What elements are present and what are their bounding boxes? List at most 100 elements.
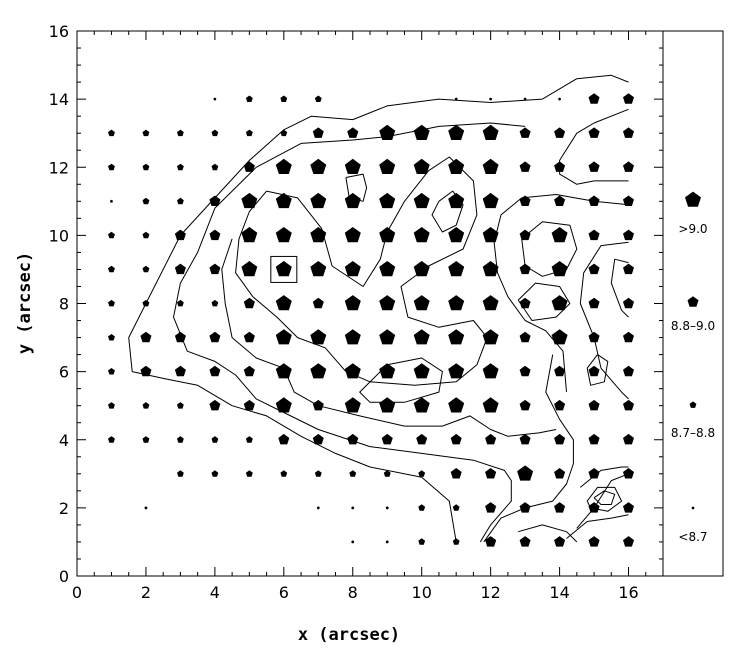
contour-line — [359, 357, 443, 403]
data-point — [344, 261, 361, 277]
data-point — [108, 129, 115, 137]
data-point — [448, 329, 465, 345]
data-point — [482, 329, 499, 345]
data-point — [344, 295, 361, 311]
data-point — [241, 192, 258, 209]
data-point — [344, 397, 361, 413]
data-point — [385, 506, 389, 510]
data-point — [485, 536, 497, 547]
data-point — [623, 161, 634, 172]
data-point — [245, 436, 253, 443]
data-point — [588, 536, 600, 547]
data-point — [519, 331, 531, 343]
data-point — [312, 127, 324, 138]
data-point — [278, 433, 290, 445]
data-point — [275, 329, 292, 345]
data-point — [588, 93, 600, 104]
data-point — [142, 231, 150, 239]
legend: >9.0 8.8–9.0 8.7–8.8 <8.7 — [671, 191, 715, 544]
data-point — [312, 399, 324, 411]
data-point — [450, 433, 462, 445]
y-tick-label: 10 — [49, 226, 69, 245]
legend-symbol — [689, 401, 697, 408]
data-point — [142, 129, 150, 137]
data-point — [108, 231, 115, 239]
data-point — [241, 261, 258, 277]
data-point — [588, 433, 600, 445]
data-point — [243, 161, 255, 172]
data-point — [413, 158, 430, 174]
contour-line — [518, 524, 578, 543]
contour-line — [431, 190, 464, 233]
data-point — [347, 433, 359, 445]
data-point — [519, 161, 531, 172]
data-point — [554, 161, 566, 172]
data-point — [310, 158, 327, 174]
contour-line — [579, 241, 629, 400]
data-point — [383, 470, 391, 477]
data-point — [623, 399, 634, 411]
data-point — [588, 399, 600, 411]
data-point — [379, 227, 396, 243]
y-tick-label: 16 — [49, 22, 69, 41]
data-point — [245, 95, 253, 102]
data-point — [551, 227, 568, 243]
data-point — [344, 363, 361, 379]
data-point — [519, 127, 531, 138]
data-point — [623, 127, 634, 138]
data-point — [174, 263, 186, 275]
data-point — [554, 468, 566, 479]
data-point — [482, 295, 499, 311]
data-point — [108, 299, 115, 307]
data-point — [554, 536, 566, 547]
contour-line — [517, 282, 571, 321]
data-point — [245, 470, 253, 477]
data-point — [623, 93, 634, 104]
data-point — [177, 129, 184, 137]
data-point — [177, 402, 184, 409]
data-point — [485, 468, 497, 479]
data-point — [448, 192, 465, 209]
contour-line — [610, 258, 629, 318]
contour-lines — [128, 74, 629, 543]
data-point — [554, 195, 566, 206]
data-point — [379, 124, 396, 140]
data-point — [142, 265, 150, 273]
data-point — [379, 295, 396, 311]
data-point — [551, 295, 568, 311]
x-axis-title: x (arcsec) — [298, 625, 400, 645]
x-tick-label: 4 — [210, 583, 220, 602]
y-axis-title: y (arcsec) — [15, 252, 35, 354]
y-tick-label: 6 — [59, 363, 69, 382]
contour-line — [235, 156, 488, 386]
data-point — [452, 504, 460, 511]
data-point — [558, 97, 562, 101]
data-point — [174, 229, 186, 241]
data-point — [588, 263, 600, 275]
data-point — [144, 506, 148, 510]
data-point — [347, 127, 359, 138]
data-point — [418, 504, 426, 511]
data-point — [379, 192, 396, 209]
data-point — [588, 468, 600, 479]
data-point — [275, 192, 292, 209]
data-point — [211, 163, 219, 171]
data-point — [310, 329, 327, 345]
data-point — [588, 195, 600, 206]
data-point — [519, 195, 531, 206]
x-tick-label: 0 — [72, 583, 82, 602]
data-point — [519, 536, 531, 547]
data-point — [381, 433, 393, 445]
data-point — [413, 397, 430, 413]
data-point — [554, 365, 566, 377]
data-point — [211, 436, 219, 443]
contour-line — [128, 74, 629, 542]
data-point — [108, 163, 115, 171]
data-point — [413, 227, 430, 243]
data-point — [623, 297, 634, 309]
data-point — [275, 397, 292, 413]
data-point — [108, 402, 115, 409]
data-point — [448, 363, 465, 379]
data-point — [142, 436, 150, 443]
data-point — [177, 197, 184, 205]
